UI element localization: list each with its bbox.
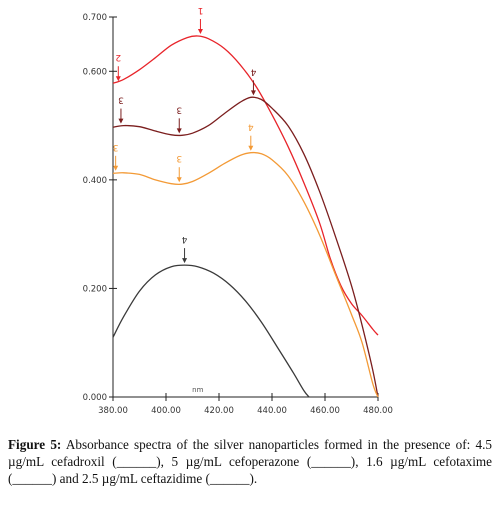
x-tick-label: 440.00: [257, 406, 287, 416]
peak-marker-label: 3: [113, 142, 119, 152]
peak-arrow-head: [118, 118, 124, 124]
peak-arrow-head: [250, 90, 256, 96]
peak-marker-label: 4: [181, 234, 187, 244]
peak-arrow-head: [197, 29, 203, 34]
figure-label: Figure 5:: [8, 437, 62, 452]
figure-caption-text: Absorbance spectra of the silver nanopar…: [8, 437, 492, 486]
x-axis-label: nm: [192, 386, 203, 394]
figure-caption: Figure 5: Absorbance spectra of the silv…: [8, 436, 492, 487]
peak-arrow-head: [182, 258, 188, 264]
x-tick-label: 400.00: [151, 406, 181, 416]
y-tick-label: 0.000: [83, 393, 107, 403]
peak-arrow-head: [176, 177, 182, 183]
peak-marker-label: 3: [176, 153, 182, 163]
series-line-1: [113, 35, 379, 336]
peak-arrow-head: [248, 145, 254, 151]
peak-marker-label: 2: [115, 52, 121, 62]
spectra-chart: 0.000 0.200 0.400 0.600 0.700 380.00 400.00 420…: [83, 5, 393, 416]
series-line-3: [113, 151, 379, 397]
x-tick-label: 460.00: [310, 406, 340, 416]
peak-arrow-head: [115, 76, 121, 82]
peak-marker-label: 4: [250, 66, 256, 76]
y-tick-label: 0.700: [83, 13, 107, 23]
peak-arrow-head: [113, 165, 119, 171]
x-tick-label: 480.00: [363, 406, 393, 416]
y-tick-label: 0.600: [83, 67, 107, 77]
peak-marker-label: 4: [248, 122, 254, 132]
series-line-4: [113, 264, 310, 397]
x-tick-label: 420.00: [204, 406, 234, 416]
y-tick-label: 0.400: [83, 176, 107, 186]
peak-marker-label: 3: [176, 104, 182, 114]
x-tick-label: 380.00: [98, 406, 128, 416]
series-line-2: [113, 96, 379, 397]
y-tick-label: 0.200: [83, 284, 107, 294]
peak-marker-label: 1: [198, 5, 204, 15]
peak-arrow-head: [176, 128, 182, 134]
peak-marker-label: 3: [118, 95, 124, 105]
